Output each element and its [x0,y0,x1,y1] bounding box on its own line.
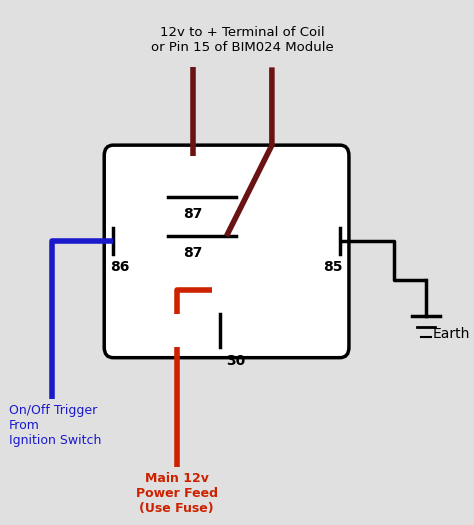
Text: 12v to + Terminal of Coil
or Pin 15 of BIM024 Module: 12v to + Terminal of Coil or Pin 15 of B… [151,26,334,54]
Text: Earth: Earth [433,328,470,341]
Text: 85: 85 [323,260,343,274]
Text: On/Off Trigger
From
Ignition Switch: On/Off Trigger From Ignition Switch [9,404,101,447]
Text: 87: 87 [183,246,202,260]
Text: Main 12v
Power Feed
(Use Fuse): Main 12v Power Feed (Use Fuse) [136,472,218,514]
Text: 30: 30 [227,353,246,368]
Text: 87: 87 [183,207,202,222]
Text: 86: 86 [110,260,130,274]
FancyBboxPatch shape [104,145,349,358]
